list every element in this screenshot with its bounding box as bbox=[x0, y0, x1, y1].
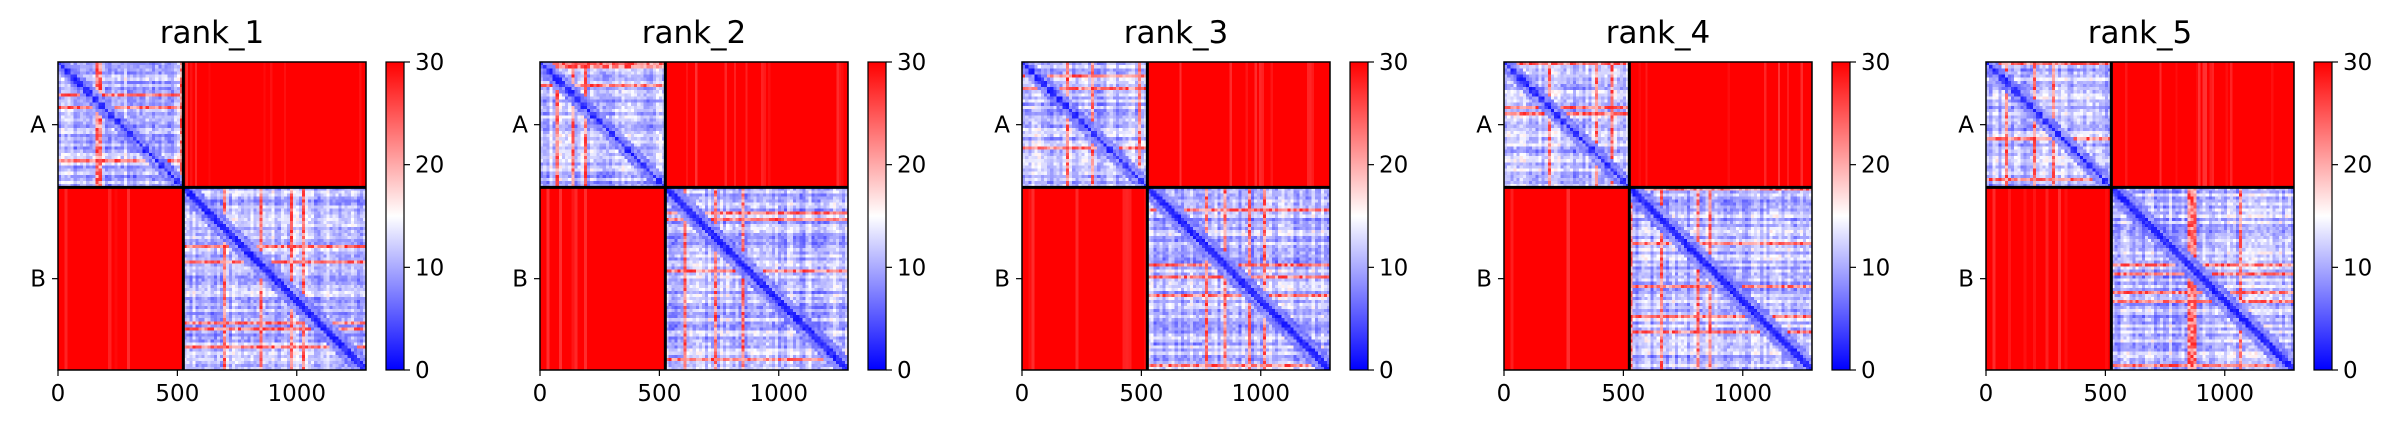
colorbar bbox=[385, 61, 405, 371]
x-tick-label: 0 bbox=[1497, 381, 1512, 407]
y-tick-label-B: B bbox=[30, 267, 46, 293]
y-tick-label-A: A bbox=[994, 113, 1010, 139]
y-tick-label-B: B bbox=[1958, 267, 1974, 293]
colorbar-tick-label: 20 bbox=[2343, 153, 2372, 179]
x-tick-label: 1000 bbox=[1713, 381, 1772, 407]
panel-title: rank_4 bbox=[1606, 15, 1711, 51]
colorbar-tick-label: 20 bbox=[415, 153, 444, 179]
y-tick-label-A: A bbox=[1476, 113, 1492, 139]
colorbar-tick-label: 10 bbox=[1861, 255, 1890, 281]
colorbar-tick-label: 10 bbox=[415, 255, 444, 281]
x-tick-label: 500 bbox=[155, 381, 199, 407]
y-tick-label-A: A bbox=[512, 113, 528, 139]
block-B-A bbox=[1022, 187, 1148, 370]
block-A-A bbox=[1022, 62, 1148, 188]
panel-rank_2: rank_2 A B 0 500 1000 0 10 20 30 bbox=[512, 15, 926, 407]
panel-rank_1: rank_1 A B 0 500 1000 0 10 20 30 bbox=[30, 15, 444, 407]
block-B-B bbox=[2111, 187, 2294, 370]
x-tick-label: 0 bbox=[51, 381, 66, 407]
colorbar-tick-label: 20 bbox=[1379, 153, 1408, 179]
block-B-B bbox=[183, 187, 366, 370]
heatmap-frame bbox=[57, 61, 367, 371]
colorbar-tick-label: 0 bbox=[1379, 358, 1394, 384]
block-A-B bbox=[665, 62, 848, 188]
x-tick-label: 500 bbox=[2083, 381, 2127, 407]
colorbar-tick-label: 30 bbox=[897, 50, 926, 76]
block-A-A bbox=[1986, 62, 2112, 188]
colorbar-tick-label: 0 bbox=[415, 358, 430, 384]
colorbar-tick-label: 10 bbox=[1379, 255, 1408, 281]
colorbar-tick-label: 30 bbox=[415, 50, 444, 76]
colorbar-tick-label: 0 bbox=[2343, 358, 2358, 384]
x-tick-label: 1000 bbox=[2195, 381, 2254, 407]
y-tick-label-A: A bbox=[30, 113, 46, 139]
x-tick-label: 0 bbox=[533, 381, 548, 407]
colorbar-tick-label: 30 bbox=[1861, 50, 1890, 76]
colorbar bbox=[2313, 61, 2333, 371]
heatmap-frame bbox=[1503, 61, 1813, 371]
heatmap-frame bbox=[1985, 61, 2295, 371]
colorbar-tick-label: 20 bbox=[1861, 153, 1890, 179]
heatmap-frame bbox=[1021, 61, 1331, 371]
panel-rank_4: rank_4 A B 0 500 1000 0 10 20 30 bbox=[1476, 15, 1890, 407]
x-tick-label: 1000 bbox=[749, 381, 808, 407]
colorbar-tick-label: 20 bbox=[897, 153, 926, 179]
block-A-B bbox=[1147, 62, 1330, 188]
block-B-B bbox=[665, 187, 848, 370]
colorbar-tick-label: 0 bbox=[897, 358, 912, 384]
colorbar bbox=[867, 61, 887, 371]
block-A-B bbox=[183, 62, 366, 188]
x-tick-label: 500 bbox=[1601, 381, 1645, 407]
block-A-B bbox=[1629, 62, 1812, 188]
block-B-A bbox=[540, 187, 666, 370]
panel-rank_3: rank_3 A B 0 500 1000 0 10 20 30 bbox=[994, 15, 1408, 407]
colorbar-tick-label: 10 bbox=[2343, 255, 2372, 281]
colorbar bbox=[1831, 61, 1851, 371]
x-tick-label: 0 bbox=[1015, 381, 1030, 407]
colorbar-tick-label: 0 bbox=[1861, 358, 1876, 384]
block-B-B bbox=[1147, 187, 1330, 370]
panel-title: rank_1 bbox=[160, 15, 265, 51]
y-tick-label-B: B bbox=[512, 267, 528, 293]
block-A-B bbox=[2111, 62, 2294, 188]
x-tick-label: 500 bbox=[1119, 381, 1163, 407]
block-B-A bbox=[1504, 187, 1630, 370]
colorbar-tick-label: 30 bbox=[2343, 50, 2372, 76]
block-A-A bbox=[1504, 62, 1630, 188]
heatmap-frame bbox=[539, 61, 849, 371]
block-B-B bbox=[1629, 187, 1812, 370]
x-tick-label: 1000 bbox=[1231, 381, 1290, 407]
panel-title: rank_5 bbox=[2088, 15, 2193, 51]
block-B-A bbox=[1986, 187, 2112, 370]
panel-title: rank_3 bbox=[1124, 15, 1229, 51]
block-A-A bbox=[58, 62, 184, 188]
x-tick-label: 1000 bbox=[267, 381, 326, 407]
y-tick-label-A: A bbox=[1958, 113, 1974, 139]
block-B-A bbox=[58, 187, 184, 370]
colorbar-tick-label: 30 bbox=[1379, 50, 1408, 76]
y-tick-label-B: B bbox=[1476, 267, 1492, 293]
y-tick-label-B: B bbox=[994, 267, 1010, 293]
block-A-A bbox=[540, 62, 666, 188]
x-tick-label: 500 bbox=[637, 381, 681, 407]
panel-rank_5: rank_5 A B 0 500 1000 0 10 20 30 bbox=[1958, 15, 2372, 407]
x-tick-label: 0 bbox=[1979, 381, 1994, 407]
colorbar-tick-label: 10 bbox=[897, 255, 926, 281]
colorbar bbox=[1349, 61, 1369, 371]
panel-title: rank_2 bbox=[642, 15, 747, 51]
